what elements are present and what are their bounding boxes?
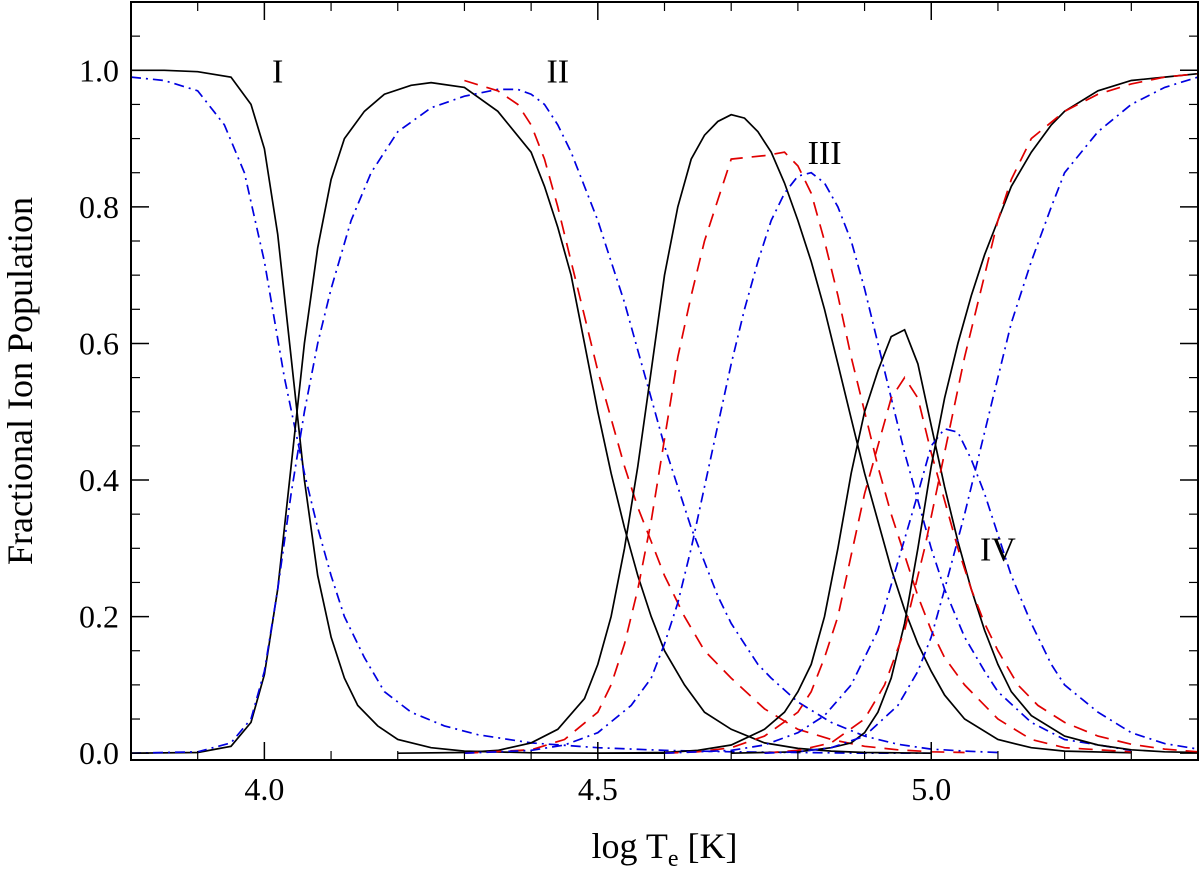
ticks-layer: 4.0 4.5 5.0 0.0 0.2 0.4 0.6 0.8 1.0	[79, 2, 1199, 807]
series-line-9-solid	[597, 328, 1198, 755]
x-axis-label-subscript: e	[668, 846, 679, 872]
x-axis-label-unit: [K]	[679, 826, 738, 866]
y-tick-label: 0.8	[79, 189, 119, 225]
series-line-3-solid	[131, 81, 932, 755]
y-tick-label: 0.4	[79, 462, 119, 498]
series-line-6-solid	[397, 113, 1132, 755]
x-axis-label: log Te [K]	[592, 826, 738, 872]
y-tick-label: 0.6	[79, 325, 119, 361]
ion-stage-label-I: I	[272, 53, 283, 90]
plot-frame	[130, 1, 1199, 761]
y-tick-label: 0.2	[79, 599, 119, 635]
y-tick-label: 0.0	[79, 735, 119, 771]
ion-stage-label-II: II	[546, 53, 569, 90]
series-line-1-solid	[131, 69, 665, 755]
series-layer	[131, 69, 1198, 755]
series-line-12-solid	[731, 72, 1198, 755]
series-line-7-dashed	[464, 151, 1132, 755]
series-line-8-dashdot	[464, 171, 1132, 755]
x-tick-label: 4.5	[578, 771, 618, 807]
ion-stage-label-III: III	[808, 135, 842, 172]
x-axis-label-main: log T	[592, 826, 668, 866]
series-line-14-dashdot	[764, 76, 1198, 755]
y-axis-label: Fractional Ion Population	[0, 197, 40, 565]
series-line-11-dashdot	[664, 427, 1198, 755]
series-line-5-dashed	[464, 79, 965, 754]
x-tick-label: 4.0	[244, 771, 284, 807]
series-line-13-dashed	[764, 72, 1198, 755]
series-line-10-dashed	[664, 376, 1198, 755]
series-line-4-dashdot	[131, 88, 998, 755]
y-tick-label: 1.0	[79, 52, 119, 88]
series-line-2-dashdot	[131, 76, 932, 755]
x-tick-label: 5.0	[911, 771, 951, 807]
ion-stage-label-IV: IV	[980, 531, 1016, 568]
